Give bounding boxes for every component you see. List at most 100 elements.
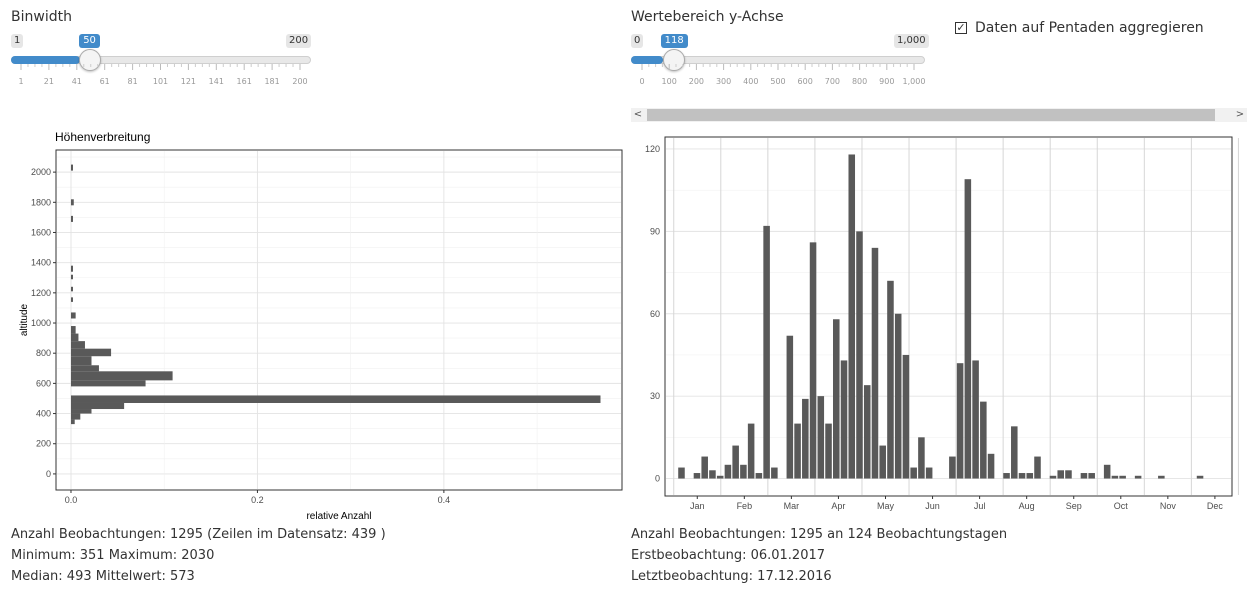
pentade-bar	[825, 423, 832, 479]
right-summary-line1: Anzahl Beobachtungen: 1295 an 124 Beobac…	[631, 527, 1008, 542]
y-range-tick-label: 300	[716, 77, 731, 86]
pentade-bar	[763, 225, 770, 479]
left-summary-line3: Median: 493 Mittelwert: 573	[11, 569, 195, 584]
y-range-tick-label: 100	[662, 77, 677, 86]
pentade-bar	[724, 464, 732, 479]
pentade-bar	[925, 467, 933, 479]
month-label: Sep	[1066, 501, 1082, 511]
pentade-bar	[716, 475, 724, 479]
scroll-right-arrow[interactable]: >	[1235, 109, 1245, 120]
y-tick-label: 1000	[31, 318, 51, 328]
y-range-tick-label: 0	[639, 77, 644, 86]
binwidth-max-label: 200	[286, 34, 312, 48]
binwidth-tick-label: 161	[237, 77, 252, 86]
histogram-bar	[70, 199, 74, 206]
pentade-bar	[918, 437, 925, 479]
left-summary-line1: Anzahl Beobachtungen: 1295 (Zeilen im Da…	[11, 527, 386, 542]
binwidth-value-label: 50	[79, 34, 100, 48]
pentade-bar	[879, 445, 886, 479]
pentade-bar	[1134, 475, 1142, 479]
binwidth-min-label: 1	[11, 34, 24, 48]
y-range-tick-label: 900	[879, 77, 894, 86]
scrollbar-thumb[interactable]	[647, 109, 1215, 121]
histogram-bar	[70, 341, 85, 349]
pentade-bar	[833, 319, 840, 479]
pentade-bar	[1065, 470, 1072, 479]
left-summary: Anzahl Beobachtungen: 1295 (Zeilen im Da…	[11, 524, 386, 587]
month-label: Feb	[737, 501, 753, 511]
pentade-bar	[701, 456, 708, 479]
y-range-tick-label: 700	[825, 77, 840, 86]
month-label: Dec	[1207, 501, 1224, 511]
pentade-bar	[856, 231, 863, 479]
seasonal-bar-chart: 0 30 60 90 120 Jan Feb Mar Apr May Jun Jul Aug Sep Oc…	[645, 136, 1239, 511]
y-axis-label: altitude	[19, 303, 30, 336]
histogram-bar	[70, 326, 76, 334]
y-range-min-label: 0	[631, 34, 644, 48]
pentade-bar	[755, 473, 763, 479]
histogram-bar	[70, 419, 75, 425]
pentade-bar	[1103, 464, 1111, 479]
scroll-left-arrow[interactable]: <	[633, 109, 643, 120]
y-range-tick-label: 200	[689, 77, 704, 86]
pentade-bar	[894, 313, 902, 479]
binwidth-label: Binwidth	[11, 9, 72, 25]
binwidth-tick-label: 81	[128, 77, 138, 86]
month-label: May	[877, 501, 895, 511]
month-label: Oct	[1114, 501, 1129, 511]
pentade-bar	[802, 398, 809, 479]
y-range-tick-label: 1,000	[903, 77, 926, 86]
pentade-bar	[809, 242, 817, 479]
y-tick-label: 1600	[31, 227, 51, 237]
pentade-bar	[848, 154, 856, 479]
right-summary-line3: Letztbeobachtung: 17.12.2016	[631, 569, 832, 584]
histogram-bar	[70, 395, 601, 403]
pentade-bar	[987, 453, 995, 479]
y-tick-label: 600	[36, 378, 51, 388]
histogram-bar	[70, 365, 99, 372]
pentade-bar	[1119, 475, 1126, 479]
binwidth-tick-label: 141	[209, 77, 224, 86]
histogram-bar	[70, 371, 173, 381]
pentade-bar	[902, 354, 910, 479]
y-tick-label: 1800	[31, 197, 51, 207]
y-tick-label: 1200	[31, 288, 51, 298]
pentade-bar	[964, 179, 972, 479]
y-tick-label: 120	[645, 144, 660, 154]
y-tick-label: 1400	[31, 258, 51, 268]
y-tick-label: 2000	[31, 167, 51, 177]
y-range-slider-handle[interactable]	[663, 49, 686, 71]
pentade-bar	[910, 467, 917, 479]
pentade-bar	[980, 401, 987, 479]
pentade-bar	[732, 445, 739, 479]
pentade-bar	[1158, 475, 1165, 479]
x-axis-label: relative Anzahl	[306, 511, 371, 522]
y-range-value-label: 118	[660, 34, 688, 48]
x-tick-label: 0.2	[251, 495, 264, 505]
pentade-bar	[817, 396, 825, 479]
y-range-slider-fill	[631, 56, 664, 64]
horizontal-scrollbar[interactable]: < >	[631, 108, 1247, 122]
y-range-tick-label: 600	[798, 77, 813, 86]
binwidth-tick-label: 181	[264, 77, 279, 86]
y-range-tick-label: 500	[770, 77, 785, 86]
pentaden-checkbox-label: Daten auf Pentaden aggregieren	[975, 20, 1204, 36]
y-range-max-label: 1,000	[894, 34, 929, 48]
pentade-bar	[1003, 473, 1010, 479]
month-label: Jul	[974, 501, 986, 511]
month-label: Apr	[831, 501, 845, 511]
pentaden-checkbox[interactable]: ✓	[955, 21, 967, 34]
histogram-bar	[70, 215, 73, 222]
histogram-bar	[70, 409, 92, 414]
y-tick-label: 0	[46, 469, 51, 479]
pentade-bar	[863, 385, 871, 479]
x-tick-label: 0.4	[438, 495, 451, 505]
month-label: Aug	[1019, 501, 1035, 511]
binwidth-tick-label: 101	[153, 77, 168, 86]
histogram-bar	[70, 402, 125, 410]
pentade-bar	[1080, 473, 1088, 479]
histogram-bar	[70, 348, 112, 357]
month-label: Nov	[1160, 501, 1177, 511]
month-label: Jun	[925, 501, 940, 511]
altitude-histogram: Höhenverbreitung 0 200 400 600 800 1000 1200 14…	[19, 130, 623, 522]
